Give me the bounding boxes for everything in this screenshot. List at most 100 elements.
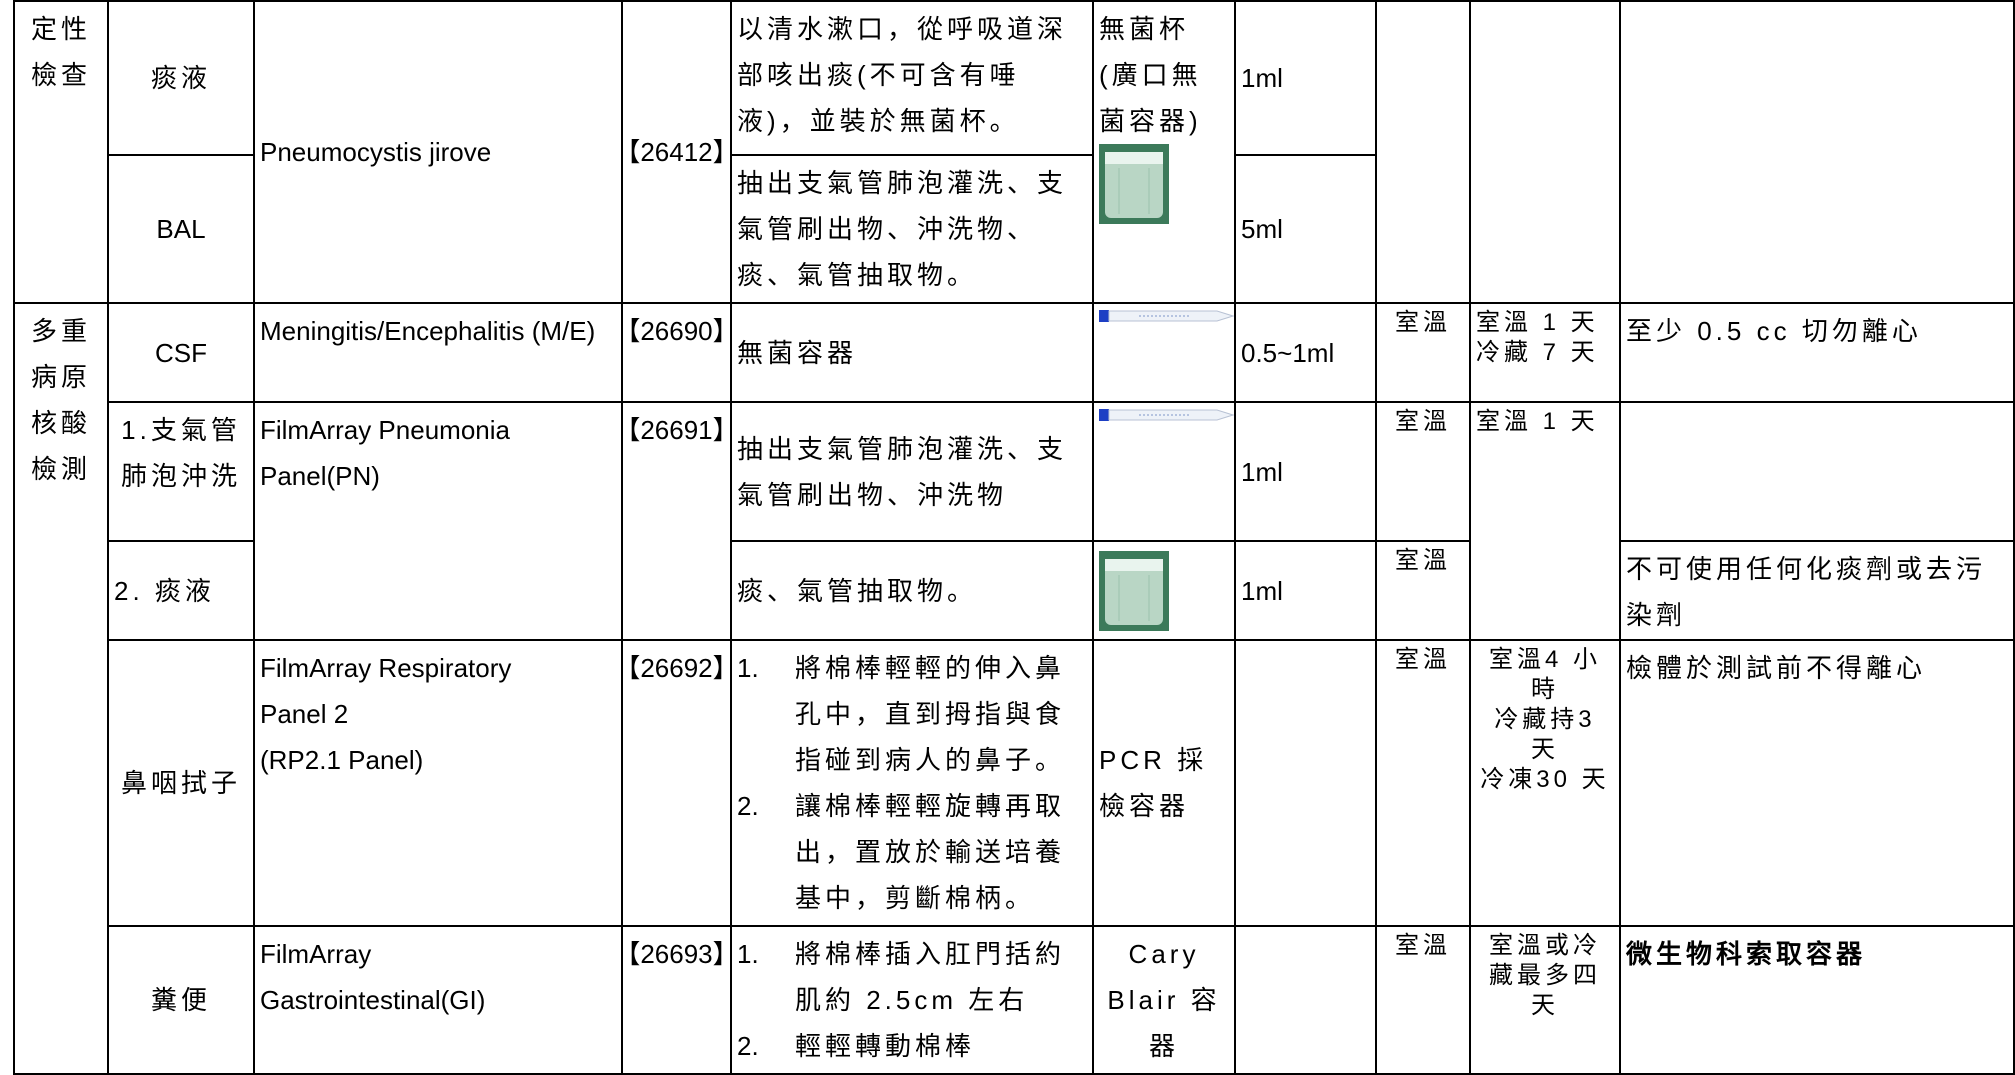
cell-text: 糞便	[150, 985, 211, 1015]
table-cell: 糞便	[107, 925, 255, 1075]
table-cell: 痰液	[107, 0, 255, 156]
table-cell: 微生物科索取容器	[1619, 925, 2015, 1075]
cell-text: 室溫	[1395, 408, 1451, 435]
list-item: 2. 輕輕轉動棉棒	[737, 1023, 975, 1069]
list-item: 2. 讓棉棒輕輕旋轉再取出，置放於輸送培養基中，剪斷棉柄。	[737, 783, 1087, 921]
cell-text: 【26691】	[623, 415, 732, 445]
cell-text: 室溫	[1395, 547, 1451, 574]
table-cell: FilmArray Respiratory Panel 2 (RP2.1 Panel…	[253, 639, 623, 927]
tube-image	[1099, 310, 1234, 322]
list-text: 將棉棒輕輕的伸入鼻孔中，直到拇指與食指碰到病人的鼻子。	[795, 653, 1066, 775]
cell-text: 1ml	[1241, 63, 1283, 93]
table-cell: Pneumocystis jirove	[253, 0, 623, 304]
cell-line: 檢測	[30, 454, 91, 484]
cell-text: 室溫	[1395, 309, 1451, 336]
table-cell	[1619, 0, 2015, 304]
table-cell: FilmArray Pneumonia Panel(PN)	[253, 401, 623, 641]
list-text: 將棉棒插入肛門括約肌約 2.5cm 左右	[795, 939, 1066, 1015]
table-cell	[1375, 0, 1471, 304]
table-cell: 1ml	[1234, 401, 1377, 542]
table-cell: 1.支氣管肺泡沖洗	[107, 401, 255, 542]
cell-text: 0.5~1ml	[1241, 337, 1335, 368]
cell-text: PCR 採檢容器	[1099, 745, 1208, 821]
cell-line: 核酸	[30, 408, 91, 438]
cell-text: 1ml	[1241, 575, 1283, 606]
cell-text: 【26412】	[623, 137, 732, 167]
cell-text: BAL	[156, 214, 206, 244]
table-cell	[1234, 925, 1377, 1075]
cell-text: 室溫 1 天	[1476, 408, 1599, 435]
list-text: 輕輕轉動棉棒	[795, 1031, 976, 1061]
cell-line: 多重	[30, 316, 91, 346]
table-cell: 室溫4 小時 冷藏持3 天冷凍30 天	[1469, 639, 1621, 927]
table-cell: 室溫	[1375, 925, 1471, 1075]
table-cell	[1092, 540, 1236, 641]
cell-text: 5ml	[1241, 214, 1283, 244]
table-cell	[1619, 401, 2015, 542]
cell-text: 以清水漱口，從呼吸道深部咳出痰(不可含有唾液)，並裝於無菌杯。	[737, 14, 1068, 136]
cell-line: 天	[1531, 992, 1559, 1019]
table-cell: 檢體於測試前不得離心	[1619, 639, 2015, 927]
cell-line: FilmArray Respiratory	[260, 653, 512, 683]
table-cell: CSF	[107, 302, 255, 403]
cell-text: Meningitis/Encephalitis (M/E)	[260, 316, 596, 346]
cell-line: 室溫 1 天	[1476, 309, 1599, 336]
cell-line: 室溫4 小時	[1488, 646, 1601, 703]
table-cell: 5ml	[1234, 154, 1377, 304]
cell-line: 冷藏持3 天	[1494, 706, 1596, 763]
table-cell: 室溫	[1375, 540, 1471, 641]
cell-text: 痰液	[150, 63, 211, 93]
cell-line: 病原	[30, 362, 91, 392]
table-cell: 室溫	[1375, 639, 1471, 927]
table-cell: 痰、氣管抽取物。	[730, 540, 1094, 641]
cell-line: (RP2.1 Panel)	[260, 745, 424, 775]
table-cell: 室溫	[1375, 401, 1471, 542]
table-cell: 室溫	[1375, 302, 1471, 403]
table-cell: 【26412】	[621, 0, 732, 304]
cell-text: CSF	[155, 337, 207, 368]
cup-image	[1099, 144, 1169, 224]
table-cell: 抽出支氣管肺泡灌洗、支氣管刷出物、沖洗物、痰、氣管抽取物。	[730, 154, 1094, 304]
cell-line: 檢查	[30, 60, 91, 90]
table-cell: 不可使用任何化痰劑或去污染劑	[1619, 540, 2015, 641]
table-cell: 鼻咽拭子	[107, 639, 255, 927]
cup-image	[1099, 550, 1169, 631]
list-marker: 2.	[737, 1031, 759, 1061]
cell-line: 冷凍30 天	[1480, 766, 1610, 793]
cell-text: Cary Blair 容器	[1107, 939, 1221, 1061]
table-cell: 無菌杯(廣口無菌容器)	[1092, 0, 1236, 304]
table-cell: PCR 採檢容器	[1092, 639, 1236, 927]
table-cell: 抽出支氣管肺泡灌洗、支氣管刷出物、沖洗物	[730, 401, 1094, 542]
cell-line: 室溫或冷	[1489, 932, 1601, 959]
table-cell: 【26690】	[621, 302, 732, 403]
cell-line: FilmArray	[260, 939, 372, 969]
list-item: 1. 將棉棒插入肛門括約肌約 2.5cm 左右	[737, 931, 1087, 1023]
table-cell: 【26692】	[621, 639, 732, 927]
table-cell: Meningitis/Encephalitis (M/E)	[253, 302, 623, 403]
cell-text: 不可使用任何化痰劑或去污染劑	[1626, 554, 1987, 630]
cell-text: 【26690】	[623, 316, 732, 346]
table-cell: 【26691】	[621, 401, 732, 641]
cell-line: Panel 2	[260, 699, 349, 729]
list-text: 讓棉棒輕輕旋轉再取出，置放於輸送培養基中，剪斷棉柄。	[795, 791, 1066, 913]
table-cell: 定性 檢查	[13, 0, 109, 304]
table-cell: 1ml	[1234, 540, 1377, 641]
table-cell: 室溫或冷 藏最多四天	[1469, 925, 1621, 1075]
cell-text: 抽出支氣管肺泡灌洗、支氣管刷出物、沖洗物、痰、氣管抽取物。	[737, 168, 1068, 290]
cell-text: 至少 0.5 cc 切勿離心	[1626, 316, 1922, 346]
cell-text: 室溫	[1395, 932, 1451, 959]
table-cell: 至少 0.5 cc 切勿離心	[1619, 302, 2015, 403]
table-cell: 無菌容器	[730, 302, 1094, 403]
cell-text: 檢體於測試前不得離心	[1626, 653, 1927, 683]
table-cell: 1. 將棉棒插入肛門括約肌約 2.5cm 左右 2. 輕輕轉動棉棒	[730, 925, 1094, 1075]
cell-text: 微生物科索取容器	[1626, 939, 1867, 969]
cell-text: 抽出支氣管肺泡灌洗、支氣管刷出物、沖洗物	[737, 433, 1068, 510]
cell-text: 2. 痰液	[114, 575, 215, 606]
cell-text: 室溫	[1395, 646, 1451, 673]
table-cell: FilmArray Gastrointestinal(GI)	[253, 925, 623, 1075]
table-cell	[1234, 639, 1377, 927]
table-cell: Cary Blair 容器	[1092, 925, 1236, 1075]
table-cell	[1092, 401, 1236, 542]
list-item: 1. 將棉棒輕輕的伸入鼻孔中，直到拇指與食指碰到病人的鼻子。	[737, 645, 1087, 783]
